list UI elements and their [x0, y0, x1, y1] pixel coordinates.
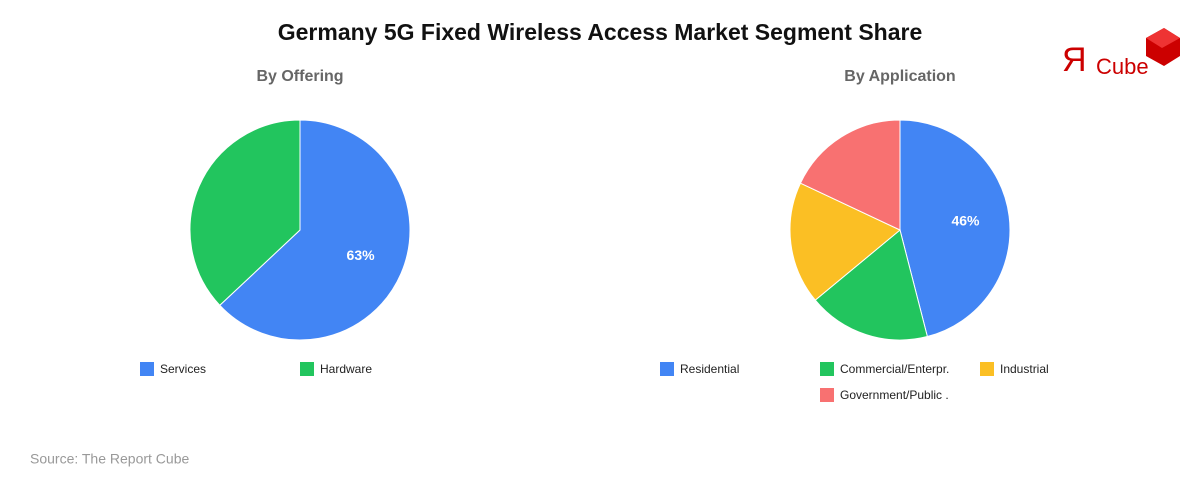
logo-mark: Я	[1062, 41, 1087, 79]
legend-label: Services	[160, 362, 206, 376]
legend-swatch	[300, 362, 314, 376]
legend-swatch	[140, 362, 154, 376]
legend-label: Industrial	[1000, 362, 1049, 376]
main-title: Germany 5G Fixed Wireless Access Market …	[278, 19, 923, 45]
chart-subtitle: By Offering	[256, 68, 343, 85]
pie-slice	[219, 119, 411, 341]
legend-label: Residential	[680, 362, 739, 376]
legend-swatch	[660, 362, 674, 376]
logo-cube-top	[1146, 28, 1180, 48]
legend-label: Commercial/Enterpr.	[840, 362, 949, 376]
chart-subtitle: By Application	[844, 68, 955, 85]
legend-label: Government/Public .	[840, 388, 949, 402]
logo-text: Cube	[1096, 54, 1149, 79]
legend-swatch	[820, 362, 834, 376]
source: Source: The Report Cube	[30, 451, 189, 467]
data-label: 63%	[347, 247, 376, 263]
pie-slice	[814, 229, 928, 341]
pie-slice	[189, 119, 301, 307]
legend-swatch	[820, 388, 834, 402]
data-label: 46%	[951, 212, 980, 228]
pie-slice	[799, 119, 901, 231]
logo: Я Cube	[1062, 28, 1180, 79]
pie-slice	[789, 182, 901, 301]
legend-label: Hardware	[320, 362, 372, 376]
legend-swatch	[980, 362, 994, 376]
pie-slice	[899, 119, 1011, 338]
